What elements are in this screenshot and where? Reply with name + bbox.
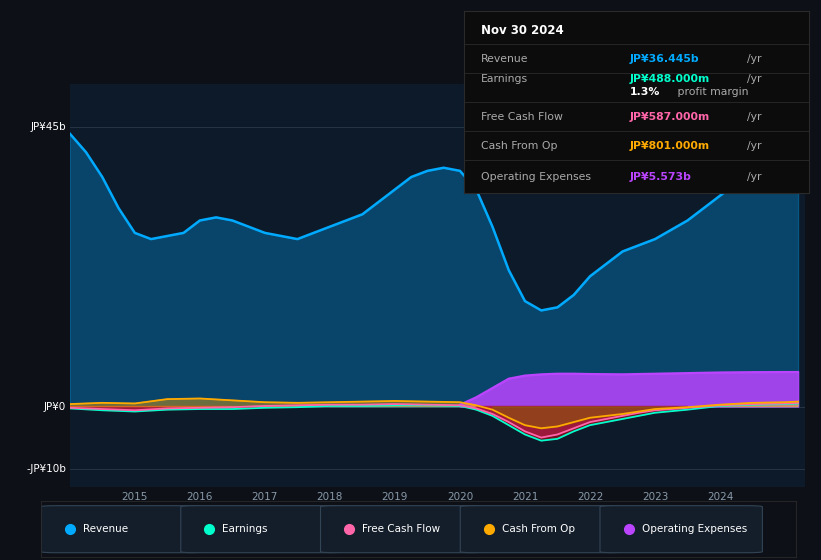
Text: 2024: 2024 — [707, 492, 733, 502]
Text: /yr: /yr — [746, 54, 761, 63]
Text: /yr: /yr — [746, 141, 761, 151]
Text: JP¥488.000m: JP¥488.000m — [630, 73, 709, 83]
Text: 2021: 2021 — [511, 492, 538, 502]
Text: 2016: 2016 — [186, 492, 213, 502]
Text: JP¥587.000m: JP¥587.000m — [630, 112, 709, 122]
Text: 2015: 2015 — [122, 492, 148, 502]
Text: 2019: 2019 — [382, 492, 408, 502]
Text: JP¥0: JP¥0 — [44, 402, 67, 412]
Text: JP¥45b: JP¥45b — [30, 123, 67, 132]
Text: 2023: 2023 — [642, 492, 668, 502]
Text: JP¥36.445b: JP¥36.445b — [630, 54, 699, 63]
Text: Revenue: Revenue — [83, 524, 128, 534]
Text: Operating Expenses: Operating Expenses — [641, 524, 747, 534]
Text: 2022: 2022 — [577, 492, 603, 502]
Text: Earnings: Earnings — [222, 524, 268, 534]
Text: 1.3%: 1.3% — [630, 87, 660, 97]
FancyBboxPatch shape — [600, 506, 763, 553]
Text: 2017: 2017 — [252, 492, 278, 502]
Text: 2018: 2018 — [317, 492, 343, 502]
Text: JP¥5.573b: JP¥5.573b — [630, 172, 691, 182]
Text: profit margin: profit margin — [674, 87, 749, 97]
Text: /yr: /yr — [746, 112, 761, 122]
Text: Cash From Op: Cash From Op — [481, 141, 557, 151]
Text: Cash From Op: Cash From Op — [502, 524, 575, 534]
Text: /yr: /yr — [746, 73, 761, 83]
Text: Earnings: Earnings — [481, 73, 528, 83]
Text: Operating Expenses: Operating Expenses — [481, 172, 591, 182]
Text: /yr: /yr — [746, 172, 761, 182]
Text: 2020: 2020 — [447, 492, 473, 502]
Text: -JP¥10b: -JP¥10b — [26, 464, 67, 474]
Text: Revenue: Revenue — [481, 54, 529, 63]
Text: Free Cash Flow: Free Cash Flow — [481, 112, 563, 122]
FancyBboxPatch shape — [181, 506, 343, 553]
FancyBboxPatch shape — [320, 506, 483, 553]
Text: JP¥801.000m: JP¥801.000m — [630, 141, 709, 151]
FancyBboxPatch shape — [461, 506, 622, 553]
Text: Free Cash Flow: Free Cash Flow — [362, 524, 440, 534]
FancyBboxPatch shape — [41, 506, 204, 553]
Text: Nov 30 2024: Nov 30 2024 — [481, 24, 564, 37]
